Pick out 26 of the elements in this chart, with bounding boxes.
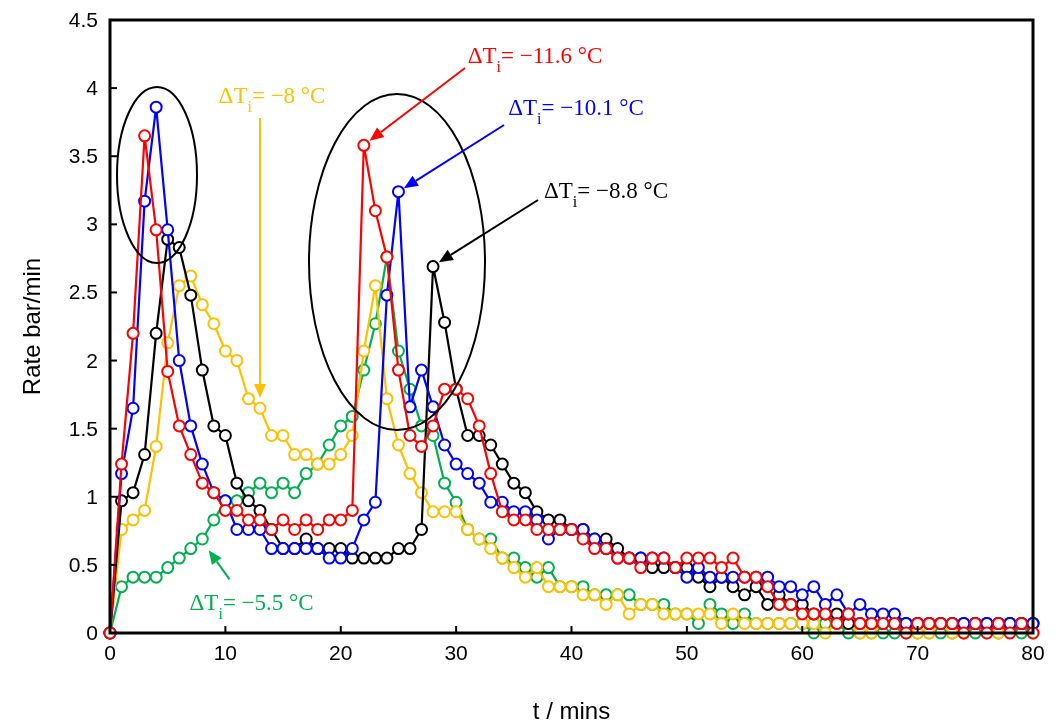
y-axis-title: Rate bar/min <box>18 257 45 396</box>
x-tick-label: 60 <box>790 641 814 664</box>
x-tick-label: 40 <box>559 641 584 664</box>
x-tick-label: 20 <box>329 641 353 664</box>
y-tick-label: 0 <box>86 621 98 644</box>
annotation: ΔT$_{i}$= −10.1 °C <box>508 95 644 127</box>
x-tick-label: 70 <box>905 641 930 664</box>
y-tick-label: 2 <box>86 348 98 372</box>
y-tick-label: 2.5 <box>68 280 98 304</box>
y-tick-label: 0.5 <box>68 552 98 576</box>
annotation: ΔT$_{i}$= −8 °C <box>218 83 326 115</box>
x-tick-label: 0 <box>104 641 116 664</box>
x-axis-title: t / mins <box>532 697 611 724</box>
annotation: ΔT$_{i}$= −11.6 °C <box>467 43 603 75</box>
y-tick-label: 1.5 <box>68 416 98 440</box>
x-tick-label: 80 <box>1021 641 1045 664</box>
annotation: ΔT$_{i}$= −8.8 °C <box>543 178 669 210</box>
x-tick-label: 10 <box>213 641 238 664</box>
y-tick-label: 4 <box>86 76 99 100</box>
y-tick-label: 4.5 <box>68 8 98 31</box>
y-tick-label: 3 <box>86 212 98 236</box>
annotation: ΔT$_{i}$= −5.5 °C <box>189 590 314 622</box>
y-tick-label: 1 <box>86 484 98 508</box>
y-tick-label: 3.5 <box>68 144 98 168</box>
x-tick-label: 50 <box>675 641 699 664</box>
x-tick-label: 30 <box>444 641 468 664</box>
